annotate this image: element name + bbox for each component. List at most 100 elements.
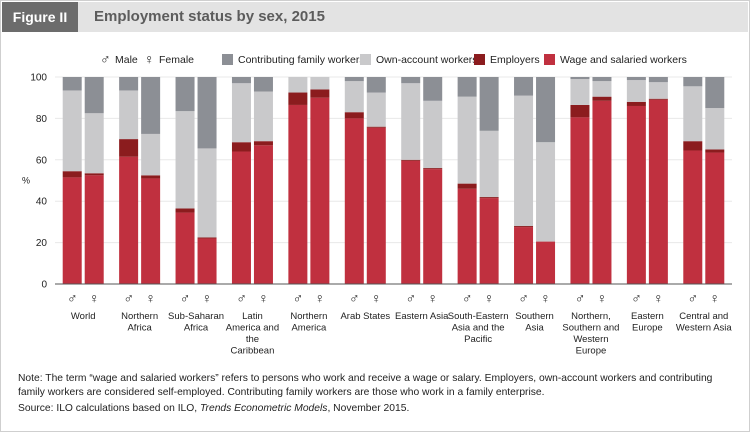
legend-swatch-wage-and-salaried-workers [544, 54, 555, 65]
x-category-label-line: America and [226, 323, 279, 334]
bar-northern-southern-and-western-europe-female-contributing-family-workers [592, 77, 612, 82]
x-sex-symbol-male: ♂ [631, 290, 642, 306]
x-category-label-line: Pacific [464, 334, 492, 345]
bar-eastern-asia-male-contributing-family-workers [401, 77, 421, 84]
bar-eastern-europe-male-own-account-workers [626, 80, 646, 102]
bar-eastern-asia-male-employers [401, 159, 421, 161]
x-category-label-line: the [246, 334, 259, 345]
stacked-bar-chart: ♂ Male ♀ Female Contributing family workers O… [22, 51, 733, 357]
x-category-label-line: Western [573, 334, 608, 345]
x-category-label-line: Western Asia [676, 323, 733, 334]
x-category-label-line: Asia [525, 323, 544, 334]
bar-eastern-europe-female-employers [648, 98, 668, 100]
bar-arab-states-female-contributing-family-workers [366, 77, 386, 93]
bar-arab-states-female-wage-and-salaried-workers [366, 127, 386, 284]
bar-northern-africa-female-wage-and-salaried-workers [141, 178, 161, 284]
source-line: Source: ILO calculations based on ILO, T… [18, 402, 733, 416]
female-symbol: ♀ [144, 51, 155, 67]
bar-eastern-asia-female-employers [423, 168, 443, 170]
bar-world-male-wage-and-salaried-workers [62, 177, 82, 284]
figure-title: Employment status by sex, 2015 [94, 8, 325, 25]
male-legend-label: Male [115, 54, 138, 66]
x-sex-symbol-male: ♂ [405, 290, 416, 306]
x-sex-symbol-female: ♀ [653, 290, 664, 306]
x-sex-symbol-male: ♂ [180, 290, 191, 306]
x-category-label-line: Sub-Saharan [168, 311, 224, 322]
bar-northern-africa-male-contributing-family-workers [119, 77, 139, 91]
x-category-label: Sub-Saharan Africa [168, 311, 224, 334]
x-sex-symbol-female: ♀ [315, 290, 326, 306]
bar-latin-america-and-the-caribbean-female-wage-and-salaried-workers [253, 145, 273, 284]
y-tick-label: 0 [41, 280, 47, 291]
bar-central-and-western-asia-male-wage-and-salaried-workers [683, 150, 703, 284]
y-tick-label: 80 [36, 114, 48, 125]
x-category-label-line: Asia and the [452, 323, 505, 334]
bar-world-female-own-account-workers [84, 113, 104, 174]
bar-arab-states-female-employers [366, 126, 386, 128]
legend-label-own-account-workers: Own-account workers [376, 54, 478, 66]
bar-southern-asia-female-contributing-family-workers [536, 77, 556, 143]
bar-south-eastern-asia-and-the-pacific-male-own-account-workers [457, 96, 477, 184]
bar-south-eastern-asia-and-the-pacific-female-employers [479, 197, 499, 199]
bar-central-and-western-asia-male-contributing-family-workers [683, 77, 703, 87]
bar-sub-saharan-africa-female-employers [197, 237, 217, 239]
x-sex-symbol-female: ♀ [484, 290, 495, 306]
bar-arab-states-male-contributing-family-workers [344, 77, 364, 82]
x-category-label-line: Northern, [571, 311, 611, 322]
x-category-label: Latin America and the Caribbean [226, 311, 279, 357]
x-category-label-line: America [291, 323, 327, 334]
y-tick-label: 20 [36, 238, 48, 249]
source-suffix: , November 2015. [327, 403, 410, 414]
x-category-label-line: Caribbean [231, 346, 275, 357]
bar-eastern-asia-female-wage-and-salaried-workers [423, 169, 443, 284]
bar-northern-southern-and-western-europe-male-own-account-workers [570, 79, 590, 105]
bar-northern-africa-male-own-account-workers [119, 90, 139, 140]
bar-central-and-western-asia-female-wage-and-salaried-workers [705, 152, 725, 284]
x-category-label-line: Eastern Asia [395, 311, 449, 322]
bar-south-eastern-asia-and-the-pacific-male-wage-and-salaried-workers [457, 188, 477, 284]
legend-label-employers: Employers [490, 54, 540, 66]
x-sex-symbol-male: ♂ [236, 290, 247, 306]
bar-eastern-asia-male-own-account-workers [401, 83, 421, 160]
x-sex-symbol-male: ♂ [293, 290, 304, 306]
bar-latin-america-and-the-caribbean-female-own-account-workers [253, 91, 273, 142]
source-prefix: Source: ILO calculations based on ILO, [18, 403, 201, 414]
x-category-label-line: Africa [127, 323, 152, 334]
x-category-label: World [71, 311, 96, 322]
x-sex-symbol-male: ♂ [688, 290, 699, 306]
x-sex-symbol-female: ♀ [145, 290, 156, 306]
bar-south-eastern-asia-and-the-pacific-female-contributing-family-workers [479, 77, 499, 131]
bar-central-and-western-asia-male-employers [683, 141, 703, 151]
x-category-label-line: World [71, 311, 96, 322]
bar-northern-africa-female-contributing-family-workers [141, 77, 161, 134]
x-category-label-line: Africa [184, 323, 209, 334]
bar-sub-saharan-africa-female-own-account-workers [197, 148, 217, 238]
bar-eastern-asia-female-own-account-workers [423, 100, 443, 169]
note-text: Note: The term “wage and salaried worker… [18, 373, 713, 398]
x-sex-symbol-female: ♀ [371, 290, 382, 306]
bar-latin-america-and-the-caribbean-male-wage-and-salaried-workers [231, 151, 251, 284]
bar-arab-states-male-own-account-workers [344, 81, 364, 113]
bar-eastern-asia-male-wage-and-salaried-workers [401, 160, 421, 284]
source-title: Trends Econometric Models [200, 403, 328, 414]
bar-sub-saharan-africa-male-contributing-family-workers [175, 77, 195, 112]
bar-eastern-europe-male-wage-and-salaried-workers [626, 105, 646, 284]
male-symbol: ♂ [100, 51, 111, 67]
legend-swatch-employers [474, 54, 485, 65]
bar-world-male-contributing-family-workers [62, 77, 82, 91]
bar-southern-asia-female-wage-and-salaried-workers [536, 241, 556, 284]
bar-eastern-europe-female-wage-and-salaried-workers [648, 99, 668, 284]
bar-northern-africa-male-wage-and-salaried-workers [119, 156, 139, 284]
x-sex-symbol-female: ♀ [89, 290, 100, 306]
y-axis-label: % [22, 176, 30, 186]
x-category-label: South-Eastern Asia and the Pacific [448, 311, 509, 345]
bar-central-and-western-asia-female-own-account-workers [705, 108, 725, 150]
bar-world-female-wage-and-salaried-workers [84, 175, 104, 284]
x-sex-symbol-male: ♂ [349, 290, 360, 306]
bar-central-and-western-asia-female-employers [705, 149, 725, 153]
x-sex-symbol-male: ♂ [518, 290, 529, 306]
bar-northern-america-male-employers [288, 92, 308, 105]
bar-northern-africa-male-employers [119, 139, 139, 157]
bar-northern-america-female-employers [310, 89, 330, 98]
bar-northern-africa-female-employers [141, 175, 161, 179]
